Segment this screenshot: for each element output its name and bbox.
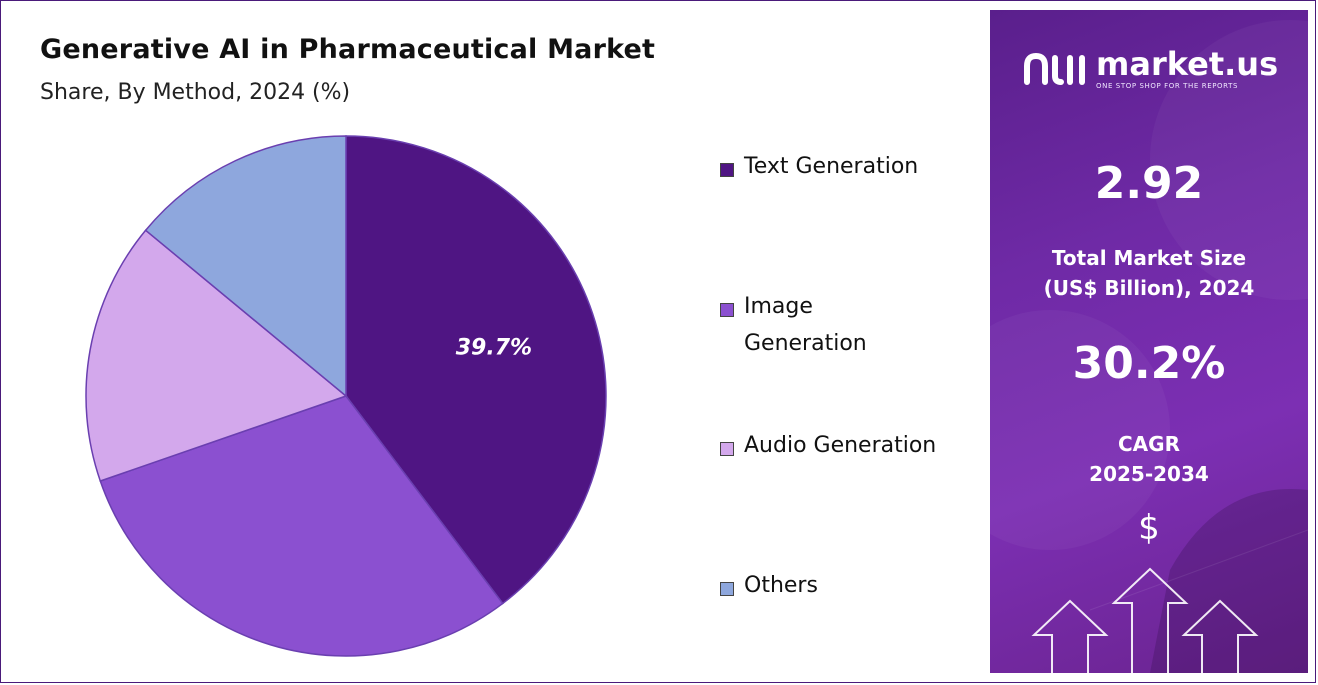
market-size-label-line1: Total Market Size — [1051, 246, 1247, 270]
legend-label: Others — [744, 573, 818, 598]
market-size-value: 2.92 — [1094, 158, 1204, 209]
legend-label: Image Generation — [744, 294, 867, 356]
legend-swatch-text-generation — [720, 163, 734, 177]
pie-slice-others — [144, 135, 347, 398]
brand-name: market.us — [1096, 45, 1279, 83]
market-size-label-line2: (US$ Billion), 2024 — [1043, 276, 1255, 300]
brand-logo: market.us ONE STOP SHOP FOR THE REPORTS — [1022, 48, 1278, 90]
pie-slice-text-generation — [345, 135, 607, 605]
legend-label: Audio Generation — [744, 433, 937, 458]
chart-panel: Generative AI in Pharmaceutical Market S… — [10, 10, 988, 673]
cagr-period: 2025-2034 — [1089, 462, 1209, 486]
legend-swatch-others — [720, 582, 734, 596]
legend-label: Text Generation — [744, 154, 919, 179]
growth-arrows-icon — [1031, 567, 1259, 673]
legend-item-image-generation: Image Generation — [720, 294, 980, 362]
brand-tagline: ONE STOP SHOP FOR THE REPORTS — [1096, 82, 1239, 90]
cagr-value: 30.2% — [1072, 338, 1226, 389]
pie-data-label: 39.7% — [456, 335, 532, 360]
legend-item-others: Others — [720, 573, 980, 604]
chart-subtitle: Share, By Method, 2024 (%) — [40, 80, 351, 105]
dollar-icon: $ — [1138, 508, 1160, 548]
pie-chart: 39.7% — [85, 135, 607, 657]
chart-title: Generative AI in Pharmaceutical Market — [40, 34, 656, 65]
legend-item-text-generation: Text Generation — [720, 154, 980, 185]
market-us-logo-icon — [1024, 52, 1085, 85]
pie-slice-image-generation — [99, 395, 504, 657]
legend-swatch-audio-generation — [720, 442, 734, 456]
pie-slice-audio-generation — [85, 229, 348, 482]
summary-panel: market.us ONE STOP SHOP FOR THE REPORTS … — [990, 10, 1308, 673]
legend-swatch-image-generation — [720, 303, 734, 317]
background-decoration — [990, 20, 1308, 673]
legend-item-audio-generation: Audio Generation — [720, 433, 980, 464]
cagr-label: CAGR — [1118, 432, 1180, 456]
